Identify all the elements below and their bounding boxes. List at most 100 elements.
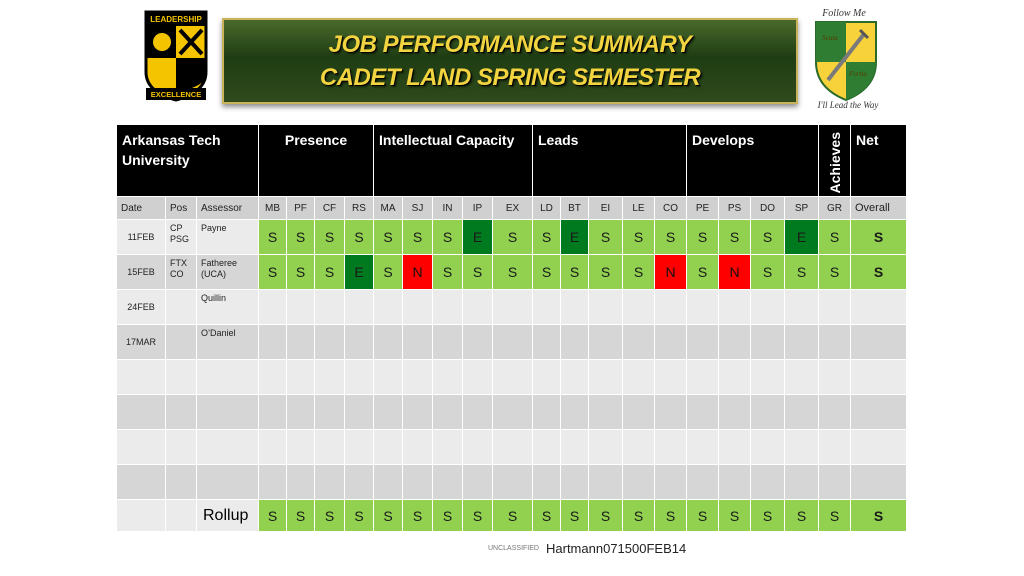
row-assessor	[196, 394, 259, 430]
rating-cell	[373, 429, 403, 465]
table-row: 11FEB CP PSG Payne S S S S S S S E S S E S S S S S S E S S	[116, 219, 907, 255]
rating-cell	[750, 394, 785, 430]
banner-title-line2: CADET LAND SPRING SEMESTER	[319, 64, 701, 91]
row-date	[116, 464, 166, 500]
rating-cell: S	[492, 254, 533, 290]
table-row: 24FEB Quillin	[116, 289, 907, 325]
rating-cell: E	[560, 219, 589, 255]
row-date: 24FEB	[116, 289, 166, 325]
rating-cell	[258, 464, 287, 500]
net-cell: S	[850, 219, 907, 255]
rating-cell	[432, 394, 463, 430]
rating-cell	[784, 464, 819, 500]
attribute-header: BT	[560, 196, 589, 220]
rating-cell: S	[462, 254, 493, 290]
rating-cell	[344, 289, 374, 325]
rollup-label: Rollup	[196, 499, 259, 532]
subheader-overall: Overall	[850, 196, 907, 220]
row-pos	[165, 394, 197, 430]
rating-cell	[622, 394, 655, 430]
subheader-row: Date Pos Assessor MB PF CF RS MA SJ IN I…	[116, 196, 907, 220]
rating-cell	[402, 324, 433, 360]
rating-cell: S	[432, 219, 463, 255]
rating-cell	[654, 289, 687, 325]
rating-cell	[432, 464, 463, 500]
rating-cell	[344, 429, 374, 465]
rating-cell	[314, 359, 345, 395]
rating-cell	[622, 289, 655, 325]
rating-cell	[532, 429, 561, 465]
rating-cell: N	[402, 254, 433, 290]
row-assessor: Payne	[196, 219, 259, 255]
rating-cell	[258, 359, 287, 395]
rating-cell	[462, 324, 493, 360]
rollup-rating-cell: S	[432, 499, 463, 532]
rating-cell	[750, 464, 785, 500]
rollup-rating-cell: S	[492, 499, 533, 532]
rating-cell	[750, 289, 785, 325]
rating-cell	[314, 394, 345, 430]
rating-cell	[373, 324, 403, 360]
rating-cell	[432, 359, 463, 395]
rating-cell	[402, 429, 433, 465]
row-date: 17MAR	[116, 324, 166, 360]
rating-cell: S	[314, 254, 345, 290]
rating-cell	[818, 324, 851, 360]
rating-cell	[314, 464, 345, 500]
row-assessor	[196, 359, 259, 395]
group-net: Net	[850, 124, 907, 197]
rating-cell	[622, 464, 655, 500]
rating-cell	[560, 429, 589, 465]
net-cell	[850, 464, 907, 500]
row-pos	[165, 324, 197, 360]
table-row: 17MAR O’Daniel	[116, 324, 907, 360]
rating-cell	[314, 429, 345, 465]
subheader-pos: Pos	[165, 196, 197, 220]
rating-cell	[718, 324, 751, 360]
rollup-rating-cell: S	[718, 499, 751, 532]
rating-cell	[784, 289, 819, 325]
rating-cell: S	[686, 254, 719, 290]
rollup-rating-cell: S	[622, 499, 655, 532]
rating-cell	[492, 324, 533, 360]
rollup-rating-cell: S	[373, 499, 403, 532]
rating-cell	[654, 324, 687, 360]
rollup-rating-cell: S	[654, 499, 687, 532]
rating-cell: S	[654, 219, 687, 255]
row-date	[116, 359, 166, 395]
rating-cell	[344, 394, 374, 430]
attribute-header: RS	[344, 196, 374, 220]
rating-cell	[654, 394, 687, 430]
rollup-rating-cell: S	[532, 499, 561, 532]
rating-cell	[818, 289, 851, 325]
rollup-rating-cell: S	[258, 499, 287, 532]
rating-cell	[622, 359, 655, 395]
rating-cell	[286, 359, 315, 395]
rating-cell	[588, 394, 623, 430]
rating-cell	[686, 289, 719, 325]
rollup-date	[116, 499, 166, 532]
rating-cell	[588, 429, 623, 465]
rating-cell	[373, 464, 403, 500]
rating-cell	[286, 324, 315, 360]
rating-cell: S	[492, 219, 533, 255]
rating-cell	[462, 394, 493, 430]
rollup-rating-cell: S	[402, 499, 433, 532]
rating-cell	[402, 394, 433, 430]
row-assessor	[196, 429, 259, 465]
rollup-rating-cell: S	[818, 499, 851, 532]
net-cell	[850, 324, 907, 360]
rollup-rating-cell: S	[462, 499, 493, 532]
row-pos: FTX CO	[165, 254, 197, 290]
attribute-header: SP	[784, 196, 819, 220]
rating-cell	[718, 289, 751, 325]
row-date	[116, 394, 166, 430]
row-date: 11FEB	[116, 219, 166, 255]
net-cell	[850, 429, 907, 465]
row-pos: CP PSG	[165, 219, 197, 255]
rating-cell	[286, 394, 315, 430]
rating-cell: S	[784, 254, 819, 290]
net-cell	[850, 394, 907, 430]
rating-cell	[560, 359, 589, 395]
rating-cell	[492, 429, 533, 465]
